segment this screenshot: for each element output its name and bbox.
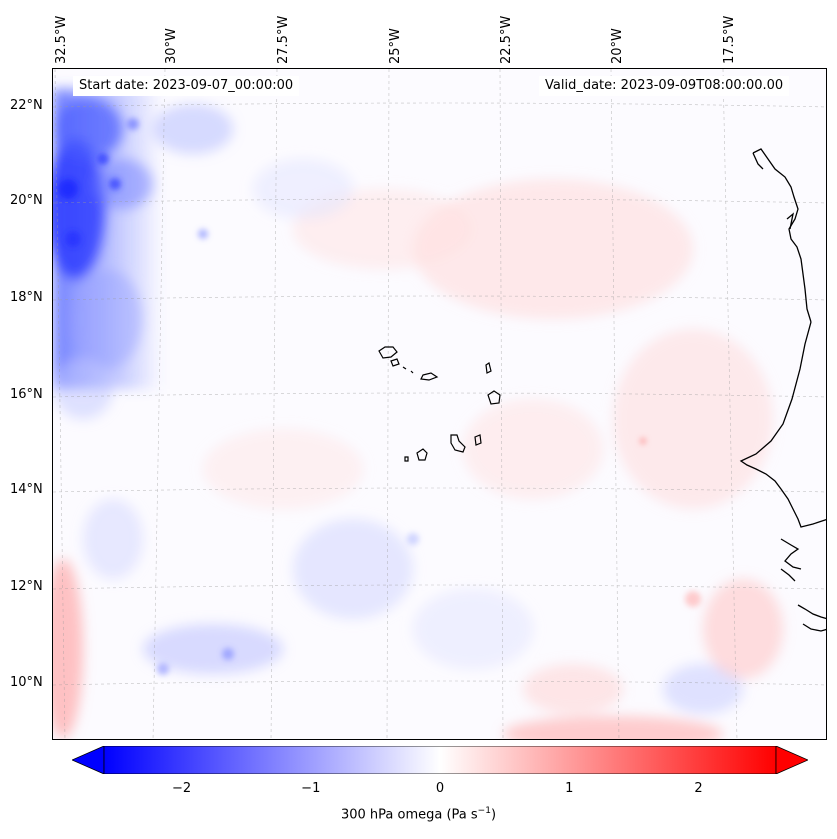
- valid-date-label: Valid_date: 2023-09-09T08:00:00.00: [539, 76, 790, 96]
- colorbar-max-extension: [775, 746, 808, 774]
- omega-texture: [58, 118, 701, 675]
- lon-label-20w: 20°W: [610, 28, 625, 64]
- lon-label-25w: 25°W: [388, 28, 403, 64]
- colorbar-tick-label: 1: [565, 781, 574, 796]
- lon-label-17-5w: 17.5°W: [722, 15, 737, 64]
- lat-label-18n: 18°N: [10, 290, 43, 305]
- colorbar-min-extension: [72, 746, 105, 774]
- lon-label-27-5w: 27.5°W: [276, 15, 291, 64]
- colorbar-tick-label: 0: [435, 781, 445, 796]
- lat-label-22n: 22°N: [10, 98, 43, 113]
- start-date-label: Start date: 2023-09-07_00:00:00: [73, 76, 300, 96]
- lat-label-12n: 12°N: [10, 579, 43, 594]
- lat-label-10n: 10°N: [10, 675, 43, 690]
- map-panel: [52, 68, 827, 740]
- lat-label-20n: 20°N: [10, 193, 43, 208]
- lat-label-14n: 14°N: [10, 482, 43, 497]
- lon-label-32-5w: 32.5°W: [54, 15, 69, 64]
- omega-anomalies: [53, 89, 783, 739]
- cape-verde-islands: [378, 346, 501, 462]
- colorbar-label-close: ): [490, 807, 497, 823]
- colorbar-tick-label: 2: [694, 781, 703, 796]
- lon-label-30w: 30°W: [164, 28, 179, 64]
- graticule: [53, 69, 826, 739]
- colorbar-tick-label: −1: [301, 781, 321, 796]
- omega-field-map: [53, 69, 826, 739]
- colorbar: [72, 746, 808, 774]
- colorbar-tick-label: −2: [171, 781, 192, 796]
- colorbar-label-text: 300 hPa omega (Pa s: [340, 807, 478, 823]
- lon-label-22-5w: 22.5°W: [499, 15, 514, 64]
- lat-label-16n: 16°N: [10, 387, 43, 402]
- colorbar-label: 300 hPa omega (Pa s−1): [0, 806, 837, 822]
- coastline-africa: [739, 148, 826, 632]
- colorbar-label-exponent: −1: [477, 806, 491, 816]
- colorbar-gradient: [103, 746, 777, 774]
